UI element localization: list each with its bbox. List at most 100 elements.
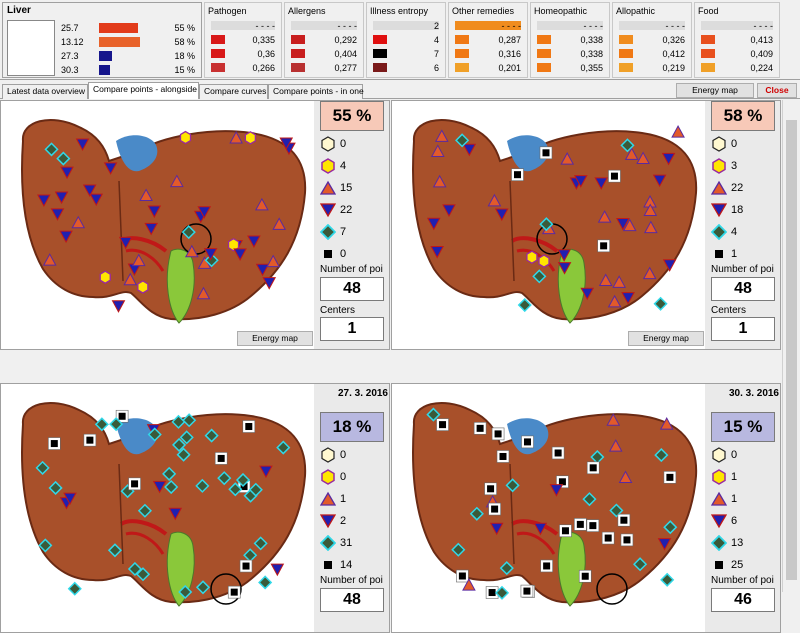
liver-row: 25.7 55 % [61, 21, 201, 35]
compare-panel-2: 58 % 0 3 22 18 4 1 Number of poi 48 Centers 1 Energ… [391, 100, 781, 350]
group-value: 7 [433, 49, 439, 59]
close-button[interactable]: Close [757, 83, 797, 98]
panel-energy-map-button[interactable]: Energy map [237, 331, 313, 346]
group-swatch [373, 63, 387, 72]
point-count: 14 [340, 559, 353, 571]
liver-image[interactable] [392, 101, 704, 349]
hexagon-icon [320, 136, 336, 152]
group-row: 0,338 [531, 47, 609, 61]
group-row: 0,413 [695, 33, 779, 47]
point-count: 4 [340, 160, 347, 172]
group-row: - - - - [531, 19, 609, 33]
triangle-up-icon [710, 180, 728, 196]
centers-value: 1 [320, 317, 384, 341]
group-swatch [373, 49, 387, 58]
group-value: - - - - [665, 21, 686, 31]
point-count: 2 [340, 515, 347, 527]
point-count-row: 13 [710, 534, 780, 554]
group-row: 0,219 [613, 61, 691, 75]
square-icon [711, 246, 727, 262]
hexagon-icon [711, 447, 727, 463]
point-count: 4 [731, 226, 738, 238]
liver-row-value: 13.12 [61, 37, 84, 47]
compare-panel-1: 55 % 0 4 15 22 7 0 Number of poi 48 Centers 1 Energ… [0, 100, 390, 350]
liver-row-bar [99, 51, 112, 61]
group-value: 0,292 [334, 35, 357, 45]
group-row: - - - - [285, 19, 363, 33]
point-count: 0 [340, 248, 347, 260]
point-count: 22 [731, 182, 744, 194]
hexagon-purple-icon [320, 158, 336, 174]
group-title: Food [698, 6, 719, 16]
liver-row-bar [99, 23, 138, 33]
group-value: 0,413 [750, 35, 773, 45]
number-of-points-label: Number of poi [320, 575, 383, 586]
tab-compare-points-alongside[interactable]: Compare points - alongside [88, 82, 199, 99]
point-count-row: 0 [320, 135, 389, 155]
group-swatch [619, 35, 633, 44]
liver-image[interactable] [392, 384, 704, 632]
diamond-icon [319, 534, 337, 552]
group-swatch [455, 21, 521, 30]
diamond-icon [319, 223, 337, 241]
group-swatch [373, 21, 439, 30]
liver-row-percent: 18 % [174, 51, 195, 61]
hexagon-purple-icon [320, 469, 336, 485]
group-swatch [291, 63, 305, 72]
hexagon-icon [320, 447, 336, 463]
panel-percent: 55 % [320, 101, 384, 131]
point-count-row: 4 [710, 223, 780, 243]
group-0: Pathogen - - - - 0,335 0,36 0,266 [204, 2, 282, 78]
point-count: 0 [731, 449, 738, 461]
triangle-down-icon [319, 513, 337, 529]
liver-row-value: 27.3 [61, 51, 79, 61]
point-count: 13 [731, 537, 744, 549]
group-row: - - - - [695, 19, 779, 33]
triangle-up-icon [319, 491, 337, 507]
vertical-scrollbar[interactable] [782, 100, 799, 592]
liver-row: 13.12 58 % [61, 35, 201, 49]
group-row: 0,287 [449, 33, 527, 47]
point-count-row: 0 [711, 446, 780, 466]
point-count: 0 [340, 449, 347, 461]
liver-image[interactable] [1, 101, 313, 349]
tab-latest-data-overview[interactable]: Latest data overview [2, 84, 88, 99]
point-count: 22 [340, 204, 353, 216]
triangle-up-icon [319, 180, 337, 196]
panel-sidebar: 55 % 0 4 15 22 7 0 Number of poi 48 Centers 1 [314, 101, 389, 349]
centers-label: Centers [711, 305, 747, 316]
group-title: Illness entropy [370, 6, 429, 16]
group-swatch [455, 63, 469, 72]
hexagon-purple-icon [711, 469, 727, 485]
tab-compare-points-in-one[interactable]: Compare points - in one [268, 84, 364, 99]
group-row: 0,409 [695, 47, 779, 61]
square-icon [320, 557, 336, 573]
energy-map-button[interactable]: Energy map [676, 83, 754, 98]
group-row: 0,338 [531, 33, 609, 47]
group-row: 0,412 [613, 47, 691, 61]
group-value: 0,224 [750, 63, 773, 73]
tab-compare-curves[interactable]: Compare curves [199, 84, 268, 99]
point-count: 1 [340, 493, 347, 505]
number-of-points-label: Number of poi [711, 264, 774, 275]
group-title: Allergens [288, 6, 326, 16]
group-swatch [701, 63, 715, 72]
point-count-row: 1 [319, 490, 389, 510]
group-swatch [373, 35, 387, 44]
point-count-row: 25 [711, 556, 780, 576]
scrollbar-thumb[interactable] [786, 120, 797, 580]
point-count: 3 [731, 160, 738, 172]
liver-row-percent: 15 % [174, 65, 195, 75]
group-row: 0,201 [449, 61, 527, 75]
point-count: 1 [731, 471, 738, 483]
liver-image[interactable] [1, 384, 313, 632]
panel-energy-map-button[interactable]: Energy map [628, 331, 704, 346]
point-count-row: 1 [711, 468, 780, 488]
group-swatch [291, 21, 357, 30]
panel-percent: 58 % [711, 101, 775, 131]
point-count-row: 0 [711, 135, 780, 155]
point-count: 0 [340, 138, 347, 150]
group-swatch [619, 63, 633, 72]
point-count-row: 18 [710, 201, 780, 221]
number-of-points-label: Number of poi [711, 575, 774, 586]
